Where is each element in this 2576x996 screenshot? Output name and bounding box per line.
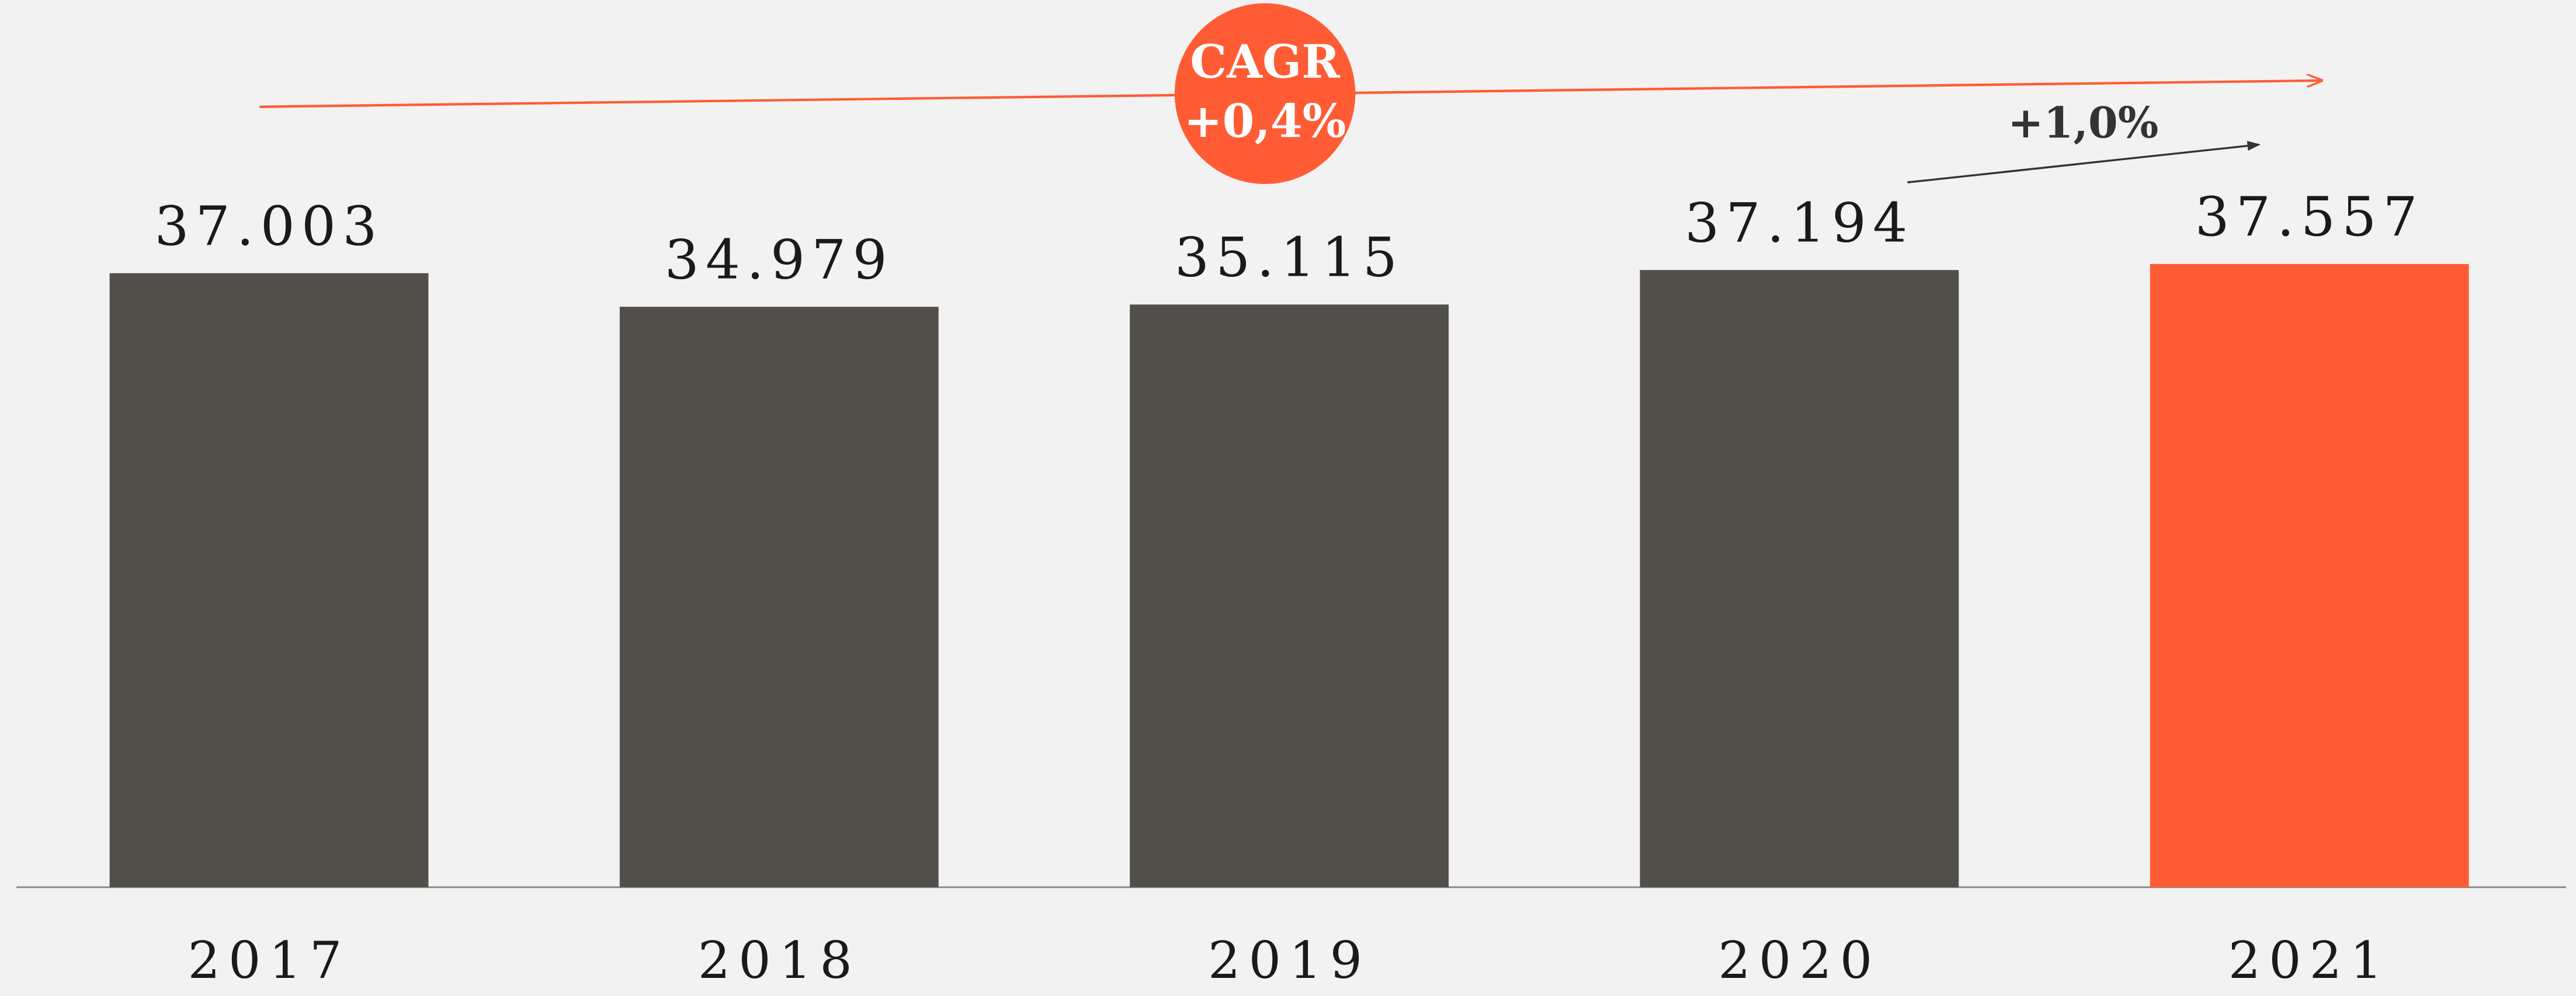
value-label: 34.979 <box>665 228 894 291</box>
x-tick-label: 2021 <box>2228 931 2391 990</box>
growth-arrow <box>1907 141 2261 183</box>
x-tick-label: 2019 <box>1208 931 1370 990</box>
value-label: 35.115 <box>1175 226 1404 289</box>
x-tick-label: 2017 <box>188 931 350 990</box>
cagr-label: CAGR <box>1190 34 1340 89</box>
bar <box>109 273 429 887</box>
x-tick-label: 2020 <box>1718 931 1880 990</box>
value-label: 37.194 <box>1685 192 1914 255</box>
bar <box>1640 270 1959 887</box>
x-tick-label: 2018 <box>698 931 860 990</box>
value-label: 37.003 <box>154 195 383 258</box>
cagr-badge <box>1174 3 1356 185</box>
bar <box>1130 304 1449 887</box>
bar <box>619 307 939 887</box>
growth-label: +1,0% <box>2008 98 2158 148</box>
cagr-value: +0,4% <box>1184 93 1346 148</box>
bar <box>2150 263 2469 887</box>
value-label: 37.557 <box>2195 185 2424 248</box>
